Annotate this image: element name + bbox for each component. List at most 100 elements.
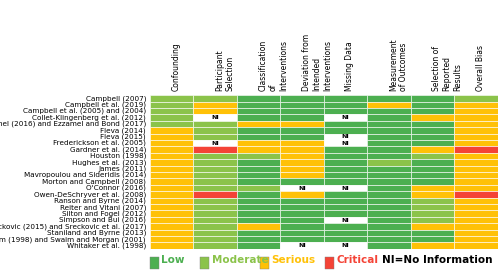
Bar [324, 127, 367, 134]
Bar [150, 236, 194, 242]
Bar [454, 198, 498, 204]
Bar [150, 185, 194, 191]
Bar [367, 185, 410, 191]
Bar [454, 178, 498, 185]
Text: Moderate: Moderate [212, 255, 268, 265]
Text: NI=No Information: NI=No Information [382, 255, 493, 265]
Bar [237, 236, 281, 242]
Bar [194, 108, 237, 115]
Bar [280, 198, 324, 204]
Bar [194, 127, 237, 134]
Text: Missing Data: Missing Data [346, 41, 354, 91]
Bar [367, 166, 410, 172]
Text: NI: NI [298, 186, 306, 191]
Bar [237, 172, 281, 178]
Bar [194, 140, 237, 146]
Bar [367, 204, 410, 211]
Text: Participant
Selection: Participant Selection [215, 50, 234, 91]
Text: O'Connor (2016): O'Connor (2016) [86, 185, 146, 191]
Bar [410, 198, 454, 204]
Bar [324, 108, 367, 115]
Bar [410, 115, 454, 121]
Bar [150, 223, 194, 230]
Bar [367, 223, 410, 230]
Bar [410, 236, 454, 242]
Text: NI: NI [342, 141, 349, 146]
Bar [454, 172, 498, 178]
Bar [237, 146, 281, 153]
Bar [194, 153, 237, 159]
Bar [194, 211, 237, 217]
Bar [454, 95, 498, 102]
Bar [324, 236, 367, 242]
Bar [410, 127, 454, 134]
Text: Classification
of
Interventions: Classification of Interventions [258, 40, 288, 91]
Bar [454, 217, 498, 223]
Text: Campbell (2007): Campbell (2007) [86, 95, 146, 102]
Bar [367, 178, 410, 185]
Bar [367, 217, 410, 223]
Bar [324, 185, 367, 191]
Text: Confounding: Confounding [172, 42, 180, 91]
Text: Deviation from
Intended
Interventions: Deviation from Intended Interventions [302, 34, 332, 91]
Bar [280, 178, 324, 185]
Bar [150, 242, 194, 249]
Text: Reiter and Vitani (2007): Reiter and Vitani (2007) [60, 204, 146, 211]
Bar [237, 159, 281, 166]
Bar [454, 127, 498, 134]
Bar [237, 95, 281, 102]
Text: NI: NI [342, 115, 349, 120]
Bar [237, 127, 281, 134]
Text: Whitaker et al. (1998): Whitaker et al. (1998) [67, 242, 146, 249]
Text: Ranson and Byrne (2014): Ranson and Byrne (2014) [54, 197, 146, 204]
Bar [280, 121, 324, 127]
Bar [280, 242, 324, 249]
Bar [150, 211, 194, 217]
Bar [324, 223, 367, 230]
Bar [324, 153, 367, 159]
Bar [237, 140, 281, 146]
Bar [367, 95, 410, 102]
Bar [194, 102, 237, 108]
Bar [410, 178, 454, 185]
Bar [280, 204, 324, 211]
Bar [367, 191, 410, 198]
Bar [367, 115, 410, 121]
Bar [280, 230, 324, 236]
Bar [237, 204, 281, 211]
Bar [410, 108, 454, 115]
Bar [410, 185, 454, 191]
Bar [324, 172, 367, 178]
Bar [194, 198, 237, 204]
Bar [410, 191, 454, 198]
Bar [194, 223, 237, 230]
Bar [280, 172, 324, 178]
Bar [194, 204, 237, 211]
Bar [410, 230, 454, 236]
Text: NI: NI [298, 243, 306, 248]
Bar [150, 166, 194, 172]
Bar [454, 191, 498, 198]
Bar [367, 102, 410, 108]
Bar [237, 185, 281, 191]
Bar [410, 159, 454, 166]
Bar [280, 115, 324, 121]
Text: Critical: Critical [336, 255, 378, 265]
Bar [367, 127, 410, 134]
Bar [150, 230, 194, 236]
Bar [454, 166, 498, 172]
Bar [237, 198, 281, 204]
Bar [194, 134, 237, 140]
Bar [367, 153, 410, 159]
Bar [150, 204, 194, 211]
Text: Fleva (2014): Fleva (2014) [100, 127, 146, 134]
Bar [410, 153, 454, 159]
Text: NI: NI [342, 218, 349, 222]
Text: Serious: Serious [272, 255, 316, 265]
Bar [150, 134, 194, 140]
Bar [324, 102, 367, 108]
Text: Frederickson et al. (2005): Frederickson et al. (2005) [53, 140, 146, 147]
Bar [410, 146, 454, 153]
Bar [324, 95, 367, 102]
Bar [194, 217, 237, 223]
